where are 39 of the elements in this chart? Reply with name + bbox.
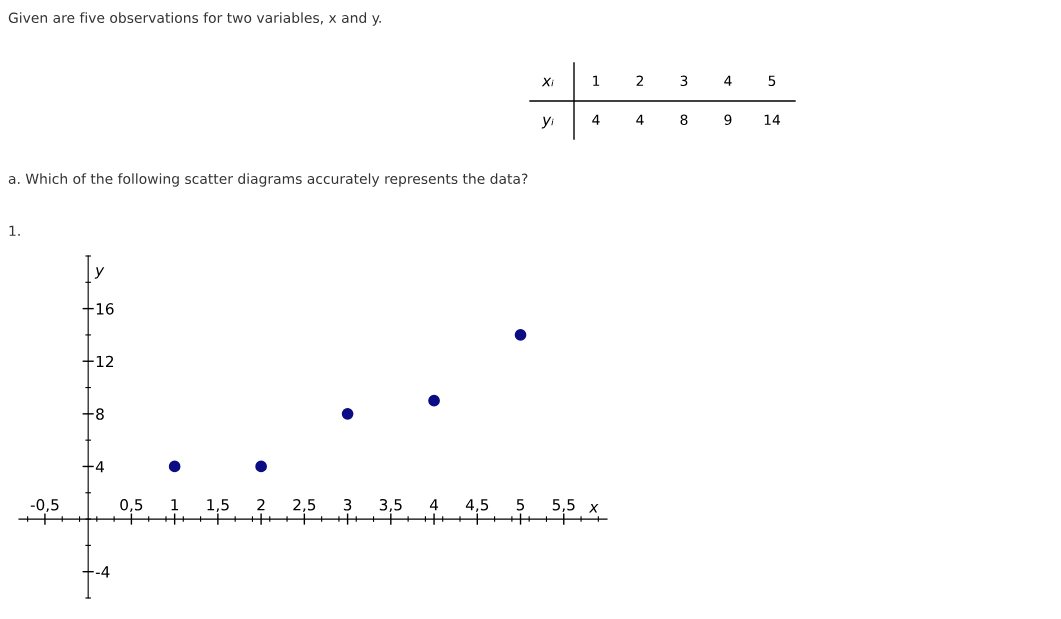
text: 3 [680, 75, 688, 87]
x-tick-label: 5 [516, 499, 525, 511]
x-tick-label: 1 [171, 499, 179, 511]
x-tick-label: 5,5 [552, 499, 575, 513]
text: 8 [680, 114, 688, 126]
y-tick-label: 4 [95, 461, 104, 473]
y-tick-label: 8 [96, 408, 104, 420]
text: 1 [593, 75, 600, 86]
text: 4 [636, 114, 644, 125]
x-tick-label: 3 [343, 499, 352, 511]
x-tick-label: 2 [257, 499, 265, 511]
y-axis-title: y [94, 267, 105, 279]
text: a. Which of the following scatter diagrams accurately represents the data? [8, 173, 528, 187]
x-axis-title: x [588, 504, 599, 513]
x-tick-label: 0,5 [120, 499, 143, 513]
x-tick-label: 4,5 [465, 499, 489, 513]
text: 1. [9, 225, 20, 236]
y-tick-label: 12 [96, 355, 114, 368]
x-tick-label: 1,5 [207, 499, 229, 513]
text: 14 [764, 114, 781, 125]
text: 5 [768, 75, 776, 87]
x-tick-label: 3,5 [379, 499, 402, 513]
text: 4 [592, 114, 600, 125]
text: yᵢ [541, 116, 554, 129]
y-tick-label: -4 [95, 566, 110, 578]
point [514, 329, 527, 341]
text: 4 [724, 75, 732, 86]
y-tick-label: 16 [96, 303, 114, 315]
point [168, 460, 181, 473]
point [428, 394, 440, 407]
x-tick-label: 2,5 [293, 499, 316, 513]
x-tick-label: 4 [429, 499, 439, 511]
text: 2 [636, 75, 644, 86]
text: 9 [724, 114, 732, 126]
point [255, 460, 267, 473]
chart-title: Given are five observations for two variables, x and y. [8, 12, 381, 26]
point [341, 408, 354, 420]
text: xᵢ [541, 77, 554, 87]
x-tick-label: -0,5 [30, 499, 59, 513]
